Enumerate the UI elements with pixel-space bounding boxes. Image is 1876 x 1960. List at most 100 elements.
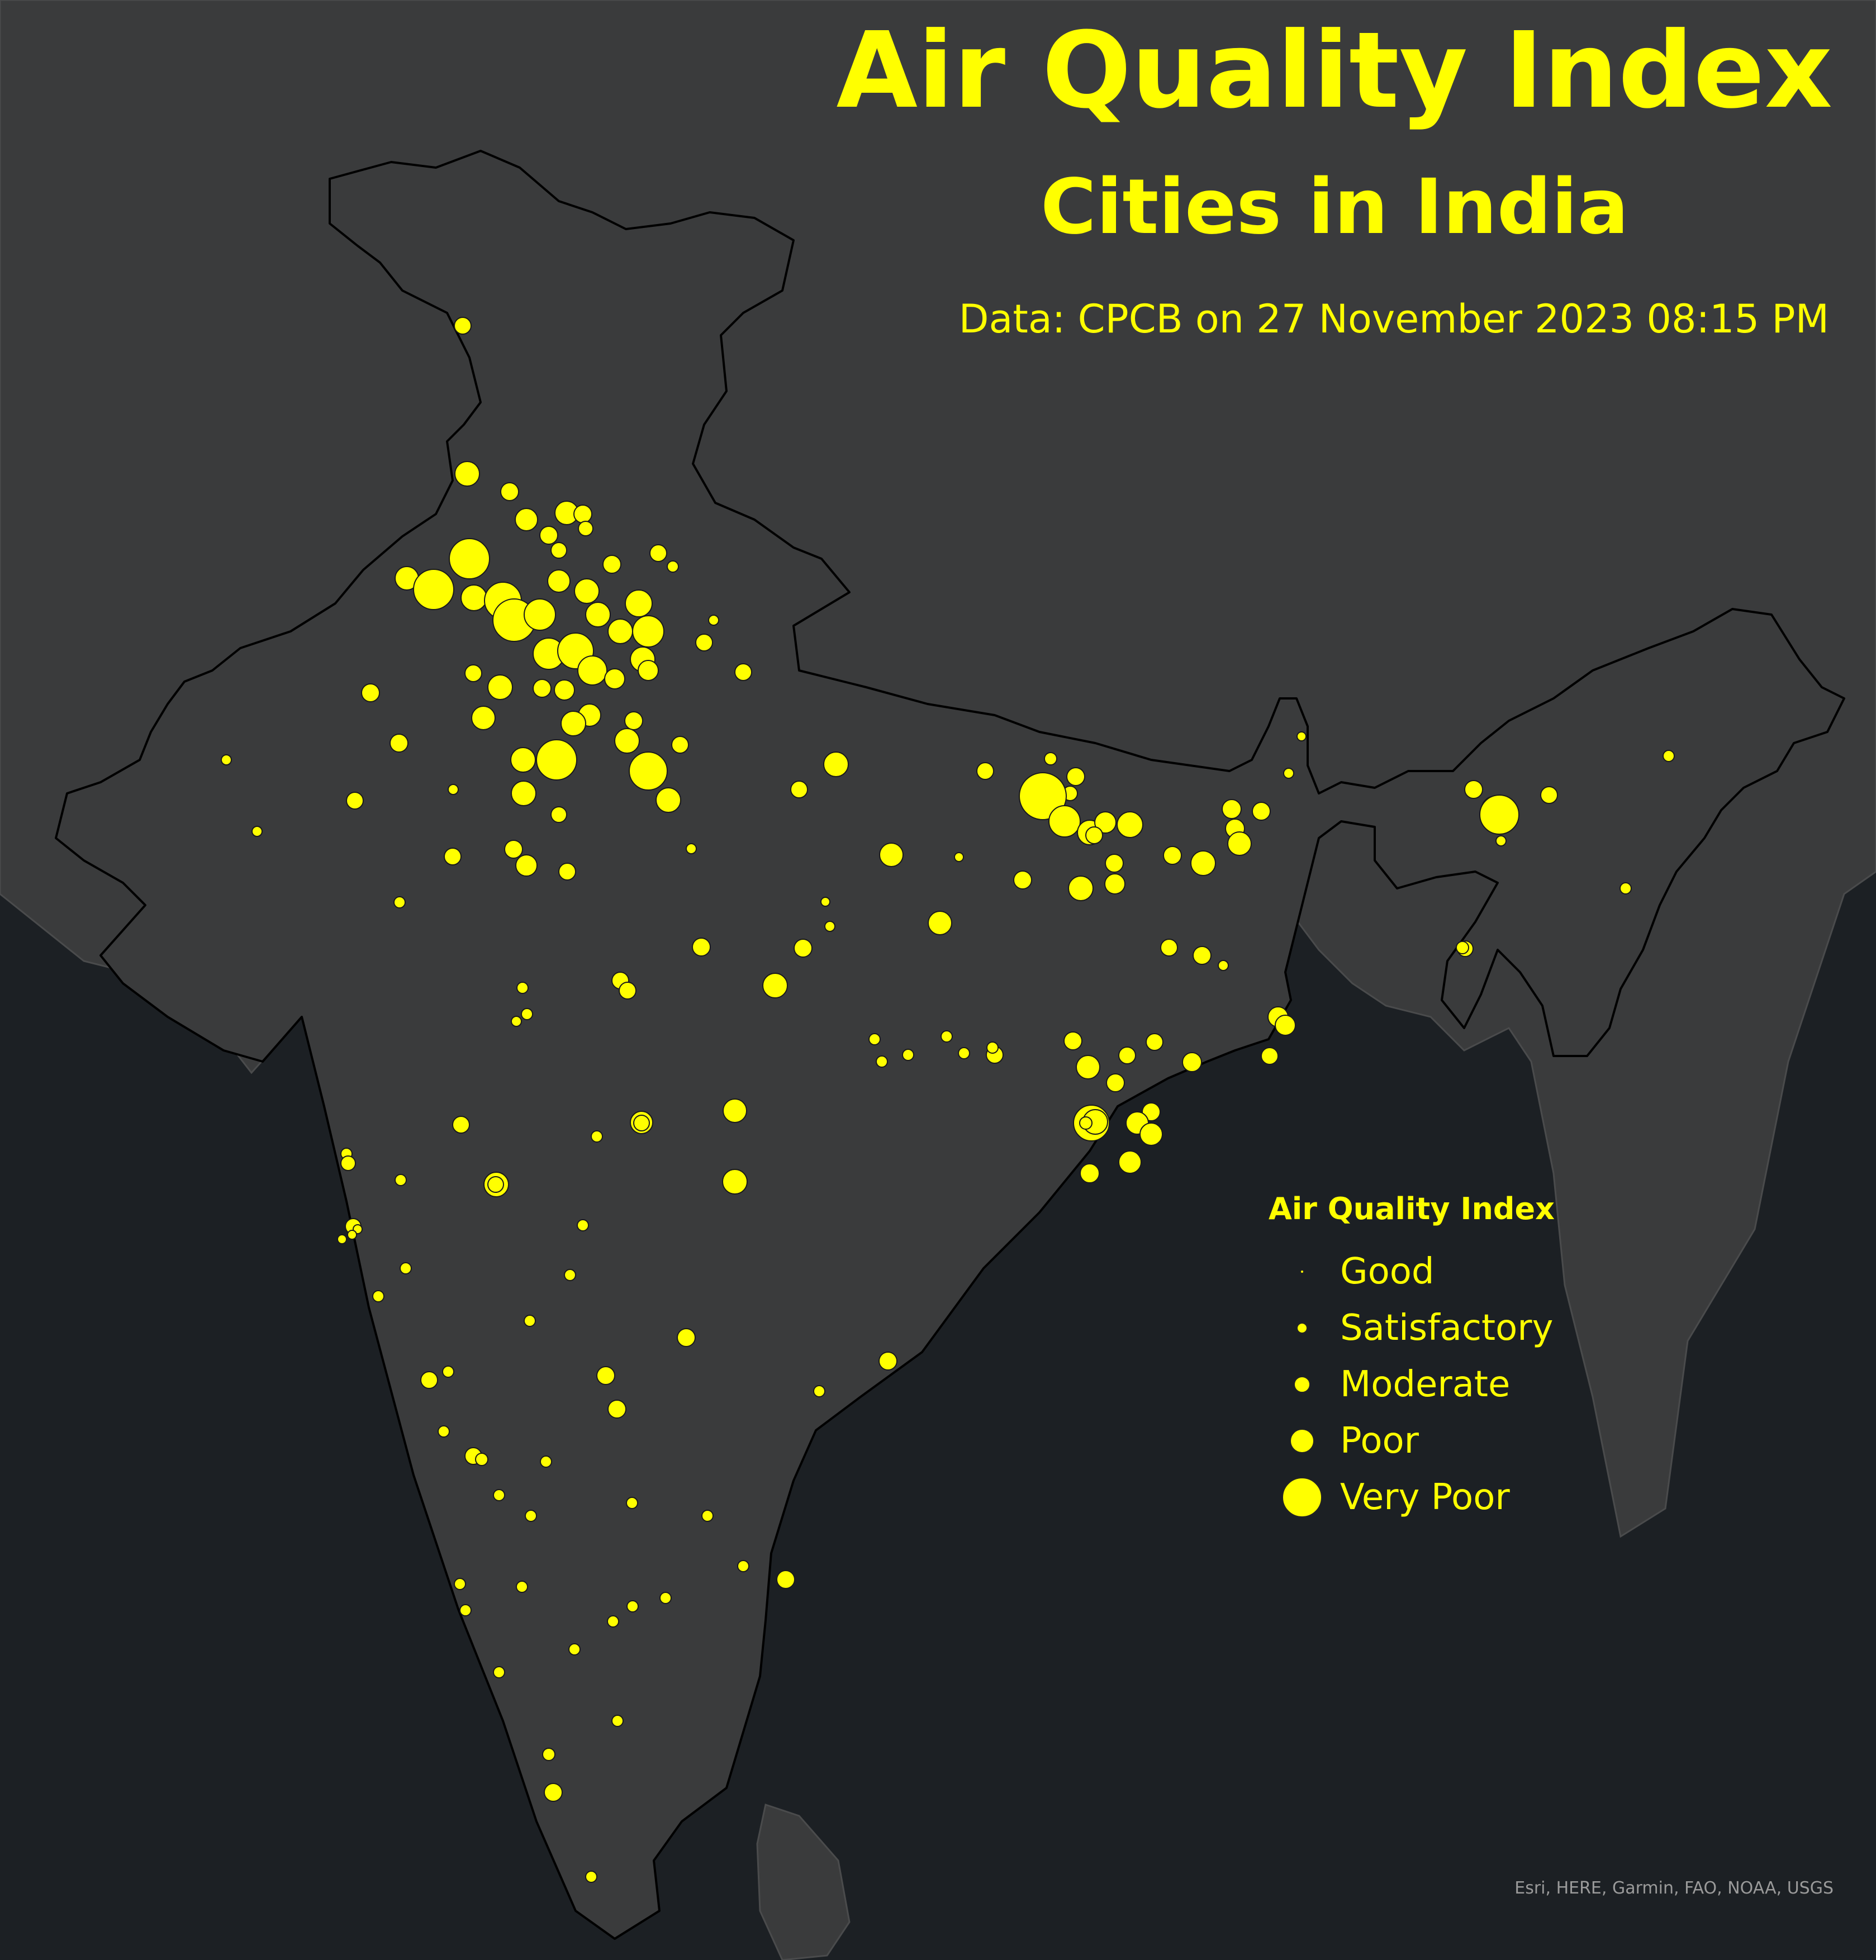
city-marker[interactable] bbox=[619, 982, 637, 1000]
city-marker[interactable] bbox=[459, 1604, 472, 1616]
city-marker[interactable] bbox=[824, 921, 835, 932]
city-marker[interactable] bbox=[577, 655, 607, 686]
city-marker[interactable] bbox=[493, 1489, 505, 1501]
city-marker[interactable] bbox=[625, 589, 653, 617]
city-marker[interactable] bbox=[578, 521, 593, 536]
city-marker[interactable] bbox=[692, 938, 711, 957]
city-marker[interactable] bbox=[452, 1116, 470, 1134]
city-marker[interactable] bbox=[504, 840, 523, 859]
city-marker[interactable] bbox=[958, 1047, 970, 1059]
city-marker[interactable] bbox=[400, 1262, 412, 1274]
city-marker[interactable] bbox=[577, 1219, 589, 1231]
city-marker[interactable] bbox=[976, 762, 994, 780]
city-marker[interactable] bbox=[723, 1098, 747, 1123]
city-marker[interactable] bbox=[1464, 780, 1483, 799]
city-marker[interactable] bbox=[521, 1008, 533, 1020]
city-marker[interactable] bbox=[954, 852, 964, 862]
city-marker[interactable] bbox=[542, 1748, 555, 1761]
city-marker[interactable] bbox=[585, 1871, 597, 1883]
city-marker[interactable] bbox=[1068, 876, 1094, 901]
city-marker[interactable] bbox=[1146, 1033, 1163, 1051]
city-marker[interactable] bbox=[444, 848, 462, 865]
city-marker[interactable] bbox=[524, 1315, 536, 1327]
city-marker[interactable] bbox=[413, 569, 454, 610]
city-marker[interactable] bbox=[454, 317, 472, 335]
city-marker[interactable] bbox=[607, 619, 633, 644]
city-marker[interactable] bbox=[1019, 772, 1067, 820]
city-marker[interactable] bbox=[876, 1055, 888, 1068]
city-marker[interactable] bbox=[671, 736, 689, 754]
city-marker[interactable] bbox=[649, 544, 667, 562]
city-marker[interactable] bbox=[607, 1615, 619, 1628]
city-marker[interactable] bbox=[573, 505, 592, 524]
city-marker[interactable] bbox=[337, 1234, 347, 1244]
city-marker[interactable] bbox=[574, 578, 600, 604]
city-marker[interactable] bbox=[604, 668, 625, 689]
city-marker[interactable] bbox=[1479, 795, 1519, 835]
city-marker[interactable] bbox=[547, 569, 571, 593]
city-marker[interactable] bbox=[1252, 802, 1271, 821]
city-marker[interactable] bbox=[1296, 731, 1307, 741]
city-marker[interactable] bbox=[1540, 786, 1558, 804]
city-marker[interactable] bbox=[878, 1352, 897, 1371]
city-marker[interactable] bbox=[448, 784, 459, 795]
city-marker[interactable] bbox=[941, 1030, 953, 1043]
city-marker[interactable] bbox=[708, 615, 719, 626]
city-marker[interactable] bbox=[487, 674, 513, 700]
city-marker[interactable] bbox=[515, 508, 538, 531]
city-marker[interactable] bbox=[614, 728, 640, 754]
city-marker[interactable] bbox=[1106, 1073, 1125, 1092]
city-marker[interactable] bbox=[361, 683, 380, 702]
city-marker[interactable] bbox=[1275, 1015, 1296, 1036]
city-marker[interactable] bbox=[471, 706, 496, 730]
city-marker[interactable] bbox=[1048, 805, 1081, 838]
city-marker[interactable] bbox=[395, 1174, 407, 1186]
city-marker[interactable] bbox=[511, 1016, 522, 1027]
city-marker[interactable] bbox=[561, 711, 586, 736]
city-marker[interactable] bbox=[221, 754, 232, 765]
city-marker[interactable] bbox=[659, 1592, 672, 1604]
city-marker[interactable] bbox=[420, 1371, 438, 1389]
city-marker[interactable] bbox=[393, 896, 406, 908]
city-marker[interactable] bbox=[454, 1578, 466, 1590]
city-marker[interactable] bbox=[1495, 835, 1507, 846]
city-marker[interactable] bbox=[591, 1130, 603, 1143]
city-marker[interactable] bbox=[564, 1269, 576, 1281]
city-marker[interactable] bbox=[525, 1510, 537, 1522]
city-marker[interactable] bbox=[464, 664, 482, 682]
city-marker[interactable] bbox=[533, 679, 552, 698]
city-marker[interactable] bbox=[550, 542, 567, 559]
city-marker[interactable] bbox=[511, 781, 536, 806]
city-marker[interactable] bbox=[823, 751, 849, 777]
city-marker[interactable] bbox=[986, 1041, 999, 1054]
city-marker[interactable] bbox=[1227, 831, 1252, 856]
city-marker[interactable] bbox=[1163, 846, 1182, 865]
city-marker[interactable] bbox=[539, 526, 558, 545]
city-marker[interactable] bbox=[536, 739, 577, 781]
city-marker[interactable] bbox=[686, 843, 697, 854]
city-marker[interactable] bbox=[515, 854, 538, 877]
city-marker[interactable] bbox=[1104, 873, 1125, 895]
city-marker[interactable] bbox=[902, 1049, 914, 1061]
city-marker[interactable] bbox=[1063, 1031, 1082, 1050]
city-marker[interactable] bbox=[1663, 750, 1675, 762]
city-marker[interactable] bbox=[928, 911, 952, 935]
city-marker[interactable] bbox=[790, 781, 808, 798]
city-marker[interactable] bbox=[737, 1560, 749, 1572]
city-marker[interactable] bbox=[734, 663, 752, 681]
city-marker[interactable] bbox=[701, 1510, 714, 1522]
city-marker[interactable] bbox=[1283, 768, 1294, 779]
city-marker[interactable] bbox=[629, 751, 668, 791]
city-marker[interactable] bbox=[1193, 946, 1212, 965]
city-marker[interactable] bbox=[1066, 767, 1085, 786]
city-marker[interactable] bbox=[667, 560, 679, 573]
city-marker[interactable] bbox=[1105, 854, 1124, 873]
city-marker[interactable] bbox=[879, 843, 904, 867]
city-marker[interactable] bbox=[454, 461, 480, 487]
city-marker[interactable] bbox=[1076, 1055, 1100, 1079]
city-marker[interactable] bbox=[1117, 811, 1143, 838]
city-marker[interactable] bbox=[1044, 752, 1057, 765]
city-marker[interactable] bbox=[493, 1666, 505, 1678]
city-marker[interactable] bbox=[346, 792, 364, 810]
